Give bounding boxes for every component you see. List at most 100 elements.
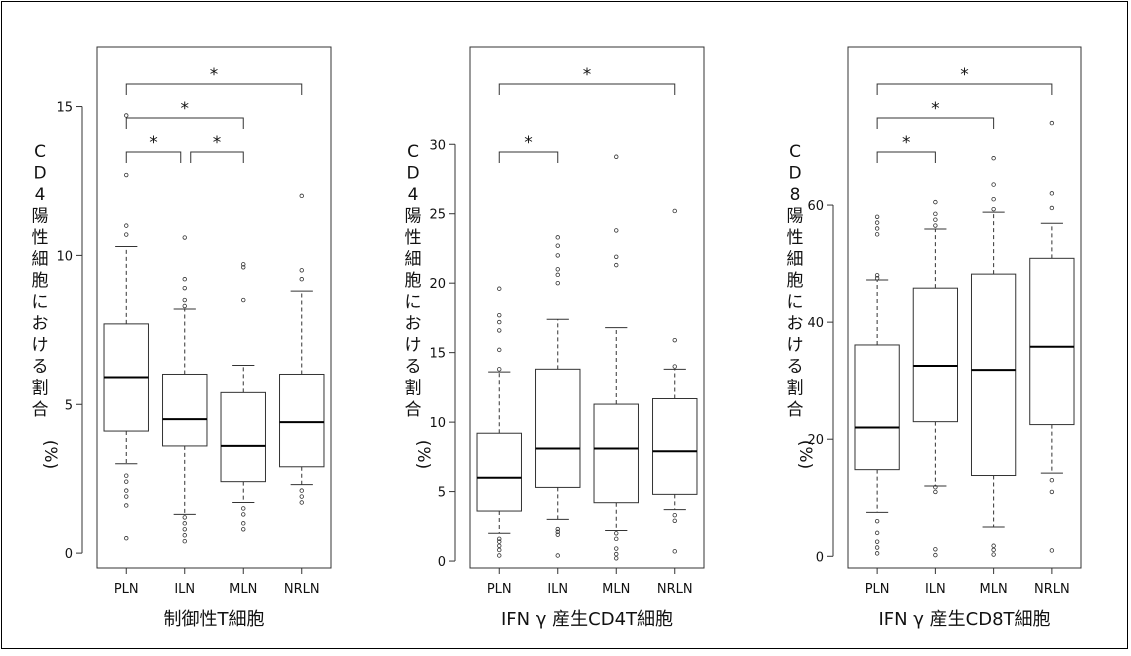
y-title-char: 4 <box>35 185 46 205</box>
y-title-char: C <box>407 142 419 162</box>
y-title-char: お <box>32 314 49 334</box>
outlier-point <box>182 539 187 544</box>
y-title-char: (%) <box>413 440 433 469</box>
y-title-char: (%) <box>795 440 815 469</box>
outlier-point <box>241 297 246 303</box>
box-pln <box>854 214 900 556</box>
bracket-line <box>876 83 1053 95</box>
chart-panel-2: 0 5 10 15 20 25 30 PLN ILN MLN NRLN * * CD4陽性細胞における割合… <box>405 46 705 630</box>
outlier-point <box>933 489 938 495</box>
box-iqr <box>912 287 959 423</box>
x-category-label: PLN <box>865 582 890 597</box>
y-title-char: 8 <box>790 185 801 205</box>
outlier-point <box>1049 120 1055 126</box>
box-iqr <box>854 344 900 471</box>
y-title-char: 細 <box>787 250 804 270</box>
x-axis-title: IFN γ 産生CD8T細胞 <box>878 609 1050 630</box>
significance-star: * <box>210 65 219 85</box>
outlier-point <box>614 228 619 233</box>
y-title-char: (%) <box>40 440 60 469</box>
outlier-point <box>614 262 619 268</box>
y-tick-label: 5 <box>65 398 73 413</box>
outlier-point <box>497 319 502 325</box>
outlier-point <box>933 223 938 228</box>
outlier-point <box>933 211 938 217</box>
outlier-point <box>874 551 880 556</box>
y-title-char: に <box>787 293 804 313</box>
outlier-point <box>991 206 996 212</box>
y-title-char: D <box>33 164 46 184</box>
y-title-char: C <box>789 142 801 162</box>
significance-star: * <box>960 65 969 85</box>
bracket-line <box>125 83 303 95</box>
outlier-point <box>991 197 996 202</box>
outlier-point <box>555 280 560 286</box>
y-tick-label: 0 <box>816 550 824 565</box>
x-category-label: NRLN <box>1034 582 1070 597</box>
outlier-point <box>241 506 246 511</box>
outlier-point <box>555 253 560 258</box>
outlier-point <box>124 172 129 178</box>
outlier-point <box>124 503 129 508</box>
significance-star: * <box>583 65 592 85</box>
significance-star: * <box>149 133 158 153</box>
significance-bracket: * <box>876 65 1053 95</box>
y-title-char: お <box>787 314 804 334</box>
x-category-label: MLN <box>229 582 257 597</box>
outlier-point <box>182 277 187 282</box>
y-tick-label: 0 <box>65 547 73 562</box>
y-title-char: 陽 <box>32 207 49 227</box>
box-pln <box>476 286 522 558</box>
y-title-char: 合 <box>405 400 422 420</box>
outlier-point <box>614 536 619 542</box>
y-title-char: る <box>787 357 804 377</box>
outlier-point <box>672 364 677 369</box>
x-axis-title: IFN γ 産生CD4T細胞 <box>501 609 673 630</box>
outlier-point <box>933 199 938 205</box>
x-category-label: PLN <box>487 582 512 597</box>
box-nrln <box>652 208 698 554</box>
y-tick-label: 0 <box>438 555 446 570</box>
outlier-point <box>182 533 187 538</box>
box-iln <box>912 199 959 558</box>
outlier-point <box>299 277 304 282</box>
y-title-char: 合 <box>32 400 49 420</box>
x-category-label: MLN <box>602 582 630 597</box>
box-iln <box>535 235 581 558</box>
outlier-point <box>991 182 996 187</box>
box-mln <box>220 262 266 532</box>
outlier-point <box>874 276 880 281</box>
outlier-point <box>299 488 304 493</box>
y-title-char: 割 <box>32 379 49 399</box>
y-tick-label: 10 <box>429 416 446 431</box>
x-category-label: ILN <box>547 582 568 597</box>
box-nrln <box>279 193 325 505</box>
outlier-point <box>182 303 187 309</box>
outlier-point <box>614 254 619 259</box>
significance-bracket: * <box>125 133 182 163</box>
outlier-point <box>672 549 677 554</box>
outlier-point <box>124 488 129 493</box>
bracket-line <box>876 151 936 163</box>
y-tick-label: 15 <box>429 347 446 362</box>
outlier-point <box>555 553 560 558</box>
outlier-point <box>1049 205 1055 211</box>
x-category-label: MLN <box>980 582 1008 597</box>
outlier-point <box>497 286 502 291</box>
box-iqr <box>535 368 581 488</box>
outlier-point <box>497 543 502 548</box>
y-title-char: 陽 <box>787 207 804 227</box>
y-tick-label: 40 <box>807 316 824 331</box>
outlier-point <box>182 515 187 520</box>
outlier-point <box>299 193 304 199</box>
outlier-point <box>874 220 880 225</box>
outlier-point <box>182 521 187 526</box>
box-iqr <box>970 273 1017 477</box>
y-title-char: D <box>788 164 801 184</box>
y-title-char: 細 <box>32 250 49 270</box>
outlier-point <box>933 547 938 552</box>
outlier-point <box>672 208 677 214</box>
